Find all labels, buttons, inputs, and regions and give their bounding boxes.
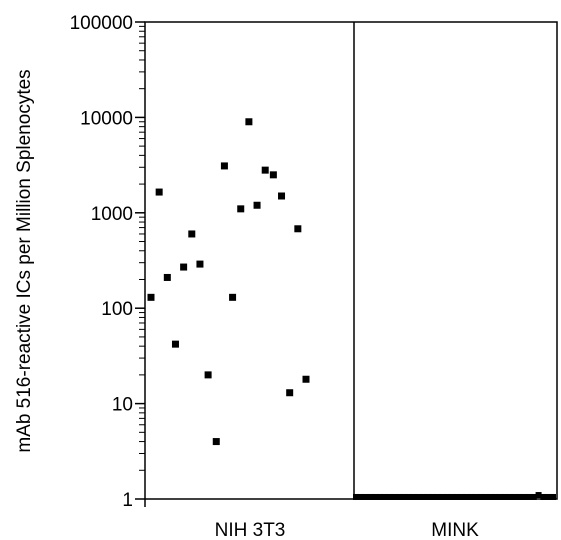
data-point-mink [468,493,475,500]
data-point-nih-3t3 [269,171,277,179]
data-point-mink [396,493,403,500]
data-point-mink [391,493,398,500]
data-point-mink [516,493,523,500]
data-point-mink [362,493,369,500]
data-point-nih-3t3 [180,263,188,271]
y-tick-label: 1 [122,490,133,511]
data-point-mink [477,493,484,500]
data-point-mink [550,493,556,500]
y-tick-label: 100 [101,299,133,320]
data-point-mink [381,493,388,500]
data-point-mink [506,493,513,500]
data-point-mink [458,493,465,500]
data-point-mink [497,493,504,500]
data-point-mink [405,493,412,500]
data-point-nih-3t3 [294,225,302,233]
data-point-mink [473,493,480,500]
data-point-mink [449,493,456,500]
data-point-nih-3t3 [147,293,155,301]
data-point-nih-3t3 [220,162,228,170]
data-point-nih-3t3 [212,438,220,446]
data-point-mink [372,493,379,500]
data-point-nih-3t3 [229,293,237,301]
data-point-nih-3t3 [278,192,286,200]
data-point-mink [377,493,384,500]
data-point-mink [545,493,552,500]
data-point-mink [453,493,460,500]
data-point-nih-3t3 [245,118,253,126]
data-point-mink [535,492,542,499]
data-point-mink [525,493,532,500]
data-point-mink [521,493,528,500]
data-point-mink [501,493,508,500]
category-label-nih-3t3: NIH 3T3 [215,520,286,540]
data-point-mink [482,493,489,500]
data-point-mink [386,493,393,500]
y-tick-label: 100000 [70,13,133,34]
data-point-mink [492,493,499,500]
data-point-mink [415,493,422,500]
data-point-mink [540,493,547,500]
data-point-mink [410,493,417,500]
y-axis-label: mAb 516-reactive ICs per Million Splenoc… [14,69,35,452]
data-point-mink [429,493,436,500]
data-point-mink [425,493,432,500]
data-point-mink [487,493,494,500]
data-point-mink [367,493,374,500]
data-point-mink [530,493,537,500]
plot-area: 1 10 100 1000 10000 100000 [70,13,558,511]
data-point-nih-3t3 [188,230,196,238]
data-point-mink [420,493,427,500]
data-point-mink [511,493,518,500]
y-tick-label: 10000 [80,108,133,129]
data-point-mink [434,493,441,500]
data-point-mink [463,493,470,500]
plot-frame [144,21,558,500]
data-point-mink [353,493,359,500]
data-point-nih-3t3 [302,375,310,383]
category-label-mink: MINK [431,520,479,540]
data-point-nih-3t3 [155,188,163,196]
data-point-nih-3t3 [286,389,294,397]
y-tick-label: 1000 [91,204,133,225]
data-point-mink [444,493,451,500]
data-point-nih-3t3 [237,205,245,213]
data-point-mink [357,493,364,500]
data-point-nih-3t3 [253,201,261,209]
y-tick-label: 10 [112,395,133,416]
data-point-nih-3t3 [163,273,171,281]
data-point-mink [439,493,446,500]
data-point-nih-3t3 [204,371,212,379]
data-point-mink [401,493,408,500]
data-point-nih-3t3 [171,340,179,348]
data-point-nih-3t3 [261,166,269,174]
data-point-nih-3t3 [196,260,204,268]
